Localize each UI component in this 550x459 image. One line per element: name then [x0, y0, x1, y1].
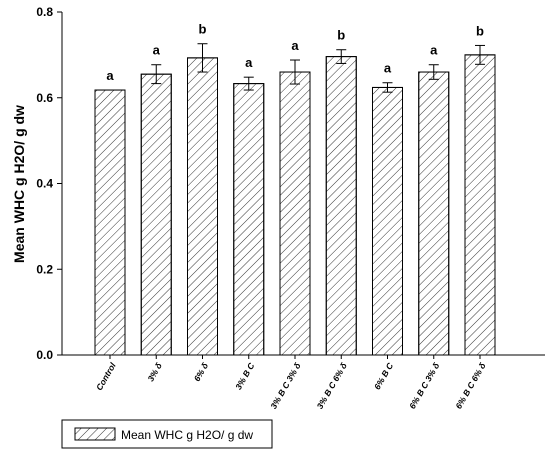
- x-tick-label: 6% B C 6% δ: [453, 360, 488, 410]
- bar: [187, 57, 218, 356]
- y-tick-label: 0.2: [36, 262, 53, 276]
- bar: [140, 73, 172, 356]
- bar: [464, 54, 496, 356]
- y-axis-title: Mean WHC g H2O/ g dw: [11, 105, 27, 263]
- x-tick-label: 6% B C 3% δ: [407, 360, 442, 410]
- legend-label: Mean WHC g H2O/ g dw: [121, 428, 253, 442]
- bar: [372, 86, 403, 356]
- x-tick-label: 3% B C 3% δ: [268, 360, 303, 410]
- bar: [279, 71, 311, 356]
- significance-letter: a: [245, 55, 253, 70]
- significance-letter: b: [199, 22, 207, 37]
- significance-letter: b: [476, 23, 484, 38]
- x-tick-label: Control: [94, 360, 118, 392]
- significance-letter: a: [430, 43, 438, 58]
- significance-letter: b: [337, 28, 345, 43]
- y-tick-label: 0.8: [36, 5, 53, 19]
- significance-letter: a: [384, 61, 392, 76]
- x-tick-label: 6% δ: [192, 360, 211, 383]
- x-tick-label: 3% B C 6% δ: [315, 360, 350, 410]
- legend: Mean WHC g H2O/ g dw: [61, 419, 273, 449]
- significance-letter: a: [153, 43, 161, 58]
- significance-letter: a: [291, 38, 299, 53]
- x-tick-label: 3% B C: [233, 360, 257, 391]
- bar: [94, 89, 126, 356]
- x-tick-label: 3% δ: [145, 360, 164, 383]
- bar: [233, 83, 265, 356]
- y-tick-label: 0.4: [36, 177, 53, 191]
- bar: [325, 56, 357, 356]
- plot-area: 0.0 0.2 0.4 0.6 0.8 a Control a 3% δ b 6% δ a 3% B C…: [36, 5, 545, 411]
- significance-letter: a: [106, 68, 114, 83]
- y-tick-label: 0.6: [36, 91, 53, 105]
- y-tick-label: 0.0: [36, 348, 53, 362]
- legend-swatch: [74, 427, 116, 441]
- x-tick-label: 6% B C: [372, 360, 396, 391]
- bar: [418, 71, 450, 356]
